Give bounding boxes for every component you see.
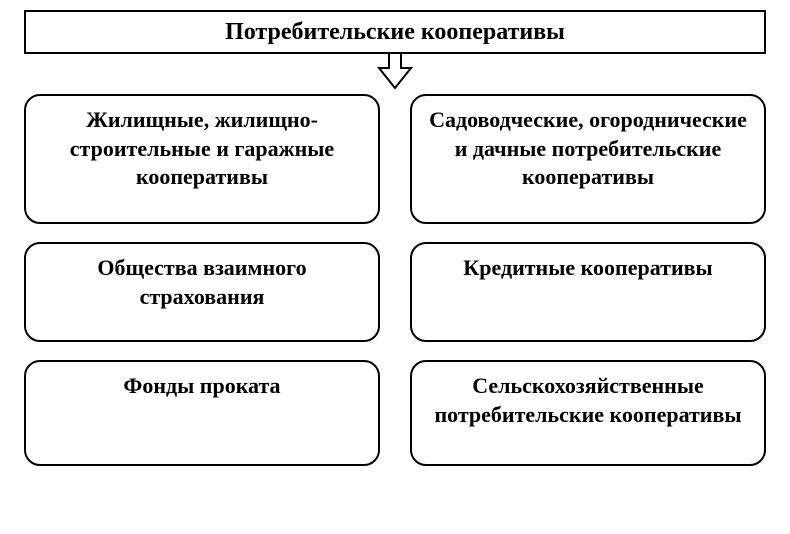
cell-label: Общества взаимного страхования xyxy=(42,254,362,311)
cell-rental: Фонды проката xyxy=(24,360,380,466)
cell-label: Кредитные кооперативы xyxy=(463,254,712,283)
cell-label: Жилищные, жилищно-строительные и гаражны… xyxy=(42,106,362,192)
cells-grid: Жилищные, жилищно-строительные и гаражны… xyxy=(24,94,766,466)
cell-label: Фонды проката xyxy=(123,372,280,401)
cell-credit: Кредитные кооперативы xyxy=(410,242,766,342)
cell-agricultural: Сельскохозяйственные потребительские коо… xyxy=(410,360,766,466)
header-title: Потребительские кооперативы xyxy=(225,19,565,46)
cell-housing: Жилищные, жилищно-строительные и гаражны… xyxy=(24,94,380,224)
down-arrow-icon xyxy=(375,54,415,90)
cell-gardening: Садоводческие, огороднические и дачные п… xyxy=(410,94,766,224)
cell-label: Сельскохозяйственные потребительские коо… xyxy=(428,372,748,429)
cell-insurance: Общества взаимного страхования xyxy=(24,242,380,342)
cell-label: Садоводческие, огороднические и дачные п… xyxy=(428,106,748,192)
header-box: Потребительские кооперативы xyxy=(24,10,766,54)
arrow-container xyxy=(24,54,766,90)
